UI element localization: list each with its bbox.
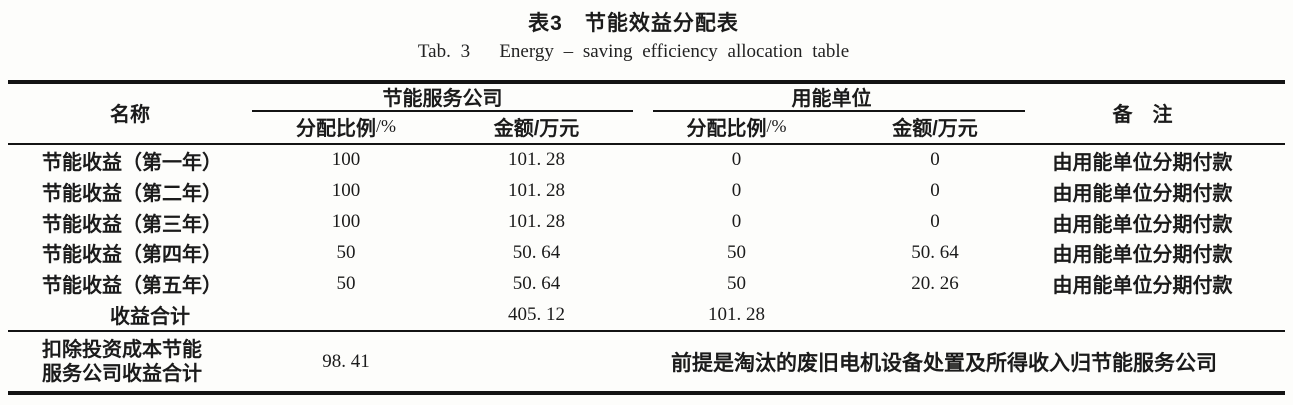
remark-cell: 由用能单位分期付款: [1052, 182, 1233, 205]
user-amount-cell: 20. 26: [911, 272, 959, 294]
user-amount-cell: 0: [930, 180, 940, 202]
row-name: 节能收益（第二年）: [42, 182, 222, 205]
user-amount-cell: 0: [930, 149, 940, 171]
total-user-ratio-cell: 101. 28: [708, 303, 765, 325]
group-header-user: 用能单位: [791, 87, 872, 110]
company-ratio-cell: 50: [336, 241, 356, 263]
company-group-underline: [252, 110, 633, 112]
column-header-company-amount: 金额/万元: [493, 118, 580, 140]
column-header-user-ratio-unit: /%: [766, 116, 787, 136]
table-bottom-rule: [8, 391, 1285, 395]
footer-row-name: 扣除投资成本节能 服务公司收益合计: [8, 332, 252, 391]
total-user-amount-cell: [840, 299, 1030, 330]
row-name: 节能收益（第一年）: [42, 151, 222, 174]
company-amount-cell: 50. 64: [512, 272, 561, 294]
remark-cell: 由用能单位分期付款: [1052, 275, 1233, 298]
column-header-remark: 备 注: [1112, 104, 1173, 126]
company-amount-cell: 101. 28: [508, 211, 565, 233]
footer-company-ratio-cell: 98. 41: [322, 350, 370, 372]
total-company-amount-cell: 405. 12: [508, 303, 565, 325]
column-header-company-ratio-unit: /%: [376, 116, 396, 136]
table-top-rule: [8, 80, 1285, 84]
remark-cell: 由用能单位分期付款: [1052, 213, 1233, 236]
total-row-bottom-rule: [8, 330, 1285, 332]
footer-row: 扣除投资成本节能 服务公司收益合计 98. 41 前提是淘汰的废旧电机设备处置及…: [8, 332, 1285, 391]
table-title-en: Tab. 3 Energy – saving efficiency alloca…: [417, 41, 850, 62]
company-ratio-cell: 50: [336, 272, 356, 294]
row-name: 节能收益（第四年）: [42, 244, 222, 267]
remark-cell: 由用能单位分期付款: [1052, 151, 1233, 174]
column-header-name: 名称: [110, 104, 150, 126]
row-name: 节能收益（第五年）: [42, 275, 222, 298]
row-name: 节能收益（第三年）: [42, 213, 222, 236]
table-body: 节能收益（第一年） 100 101. 28 0 0 由用能单位分期付款 节能收益…: [8, 145, 1285, 330]
group-header-company: 节能服务公司: [382, 87, 503, 110]
user-amount-cell: 0: [930, 211, 940, 233]
company-ratio-cell: 100: [331, 149, 361, 171]
user-ratio-cell: 50: [727, 241, 746, 263]
company-amount-cell: 50. 64: [512, 241, 561, 263]
column-header-company-ratio: 分配比例/%: [252, 110, 440, 143]
company-ratio-cell: 100: [331, 180, 361, 202]
table-header: 名称 节能服务公司 用能单位 分配比例/% 金额/万元 分配比例/% 金额/万元…: [8, 82, 1285, 143]
footer-note: 前提是淘汰的废旧电机设备处置及所得收入归节能服务公司: [671, 351, 1217, 375]
footer-row-name-line2: 服务公司收益合计: [42, 362, 202, 385]
company-amount-cell: 101. 28: [508, 180, 565, 202]
user-ratio-cell: 0: [731, 149, 742, 171]
column-header-user-ratio: 分配比例/%: [633, 110, 840, 143]
column-header-user-amount: 金额/万元: [892, 118, 978, 140]
footer-row-name-line1: 扣除投资成本节能: [42, 338, 202, 361]
user-ratio-cell: 0: [731, 211, 742, 233]
remark-cell: 由用能单位分期付款: [1052, 244, 1233, 267]
user-ratio-cell: 0: [731, 180, 742, 202]
header-bottom-rule: [8, 143, 1285, 145]
company-amount-cell: 101. 28: [508, 149, 565, 171]
total-row-name: 收益合计: [110, 306, 190, 329]
column-header-user-ratio-label: 分配比例: [686, 118, 767, 140]
table-title-zh: 表3 节能效益分配表: [528, 12, 739, 35]
company-ratio-cell: 100: [331, 211, 361, 233]
column-header-company-ratio-label: 分配比例: [296, 118, 376, 140]
user-group-underline: [653, 110, 1025, 112]
user-ratio-cell: 50: [727, 272, 746, 294]
total-company-ratio-cell: [252, 299, 440, 330]
user-amount-cell: 50. 64: [911, 241, 959, 263]
total-remark-cell: [1030, 299, 1255, 330]
